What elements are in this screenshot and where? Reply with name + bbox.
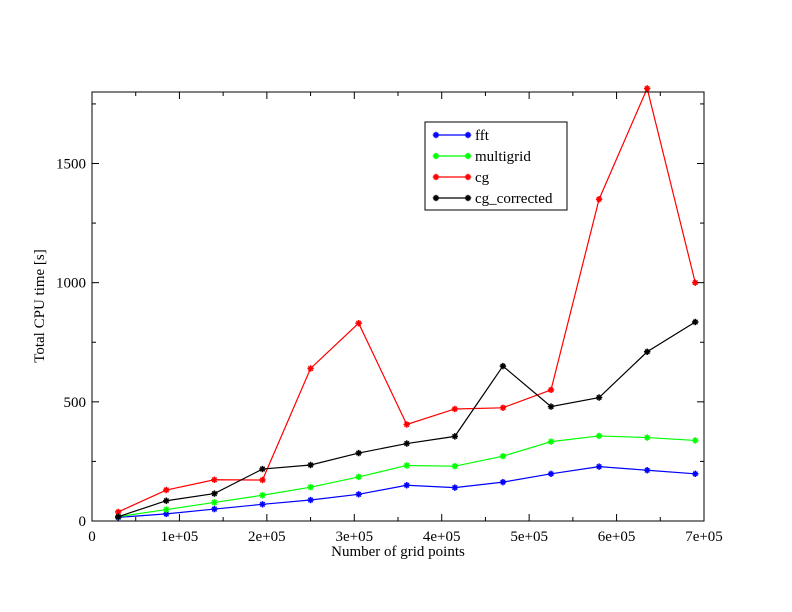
legend-label-cg: cg xyxy=(475,170,490,186)
data-point-fft xyxy=(355,491,362,498)
data-point-cg-corrected xyxy=(451,433,459,440)
series-layer xyxy=(115,85,699,521)
data-point-cg-corrected xyxy=(499,362,507,370)
x-axis-label: Number of grid points xyxy=(331,544,465,560)
data-point-cg xyxy=(451,405,459,413)
legend-marker-fft xyxy=(464,131,472,139)
data-point-cg xyxy=(211,476,218,483)
legend-marker-cg xyxy=(464,173,472,181)
x-tick-label: 0 xyxy=(88,529,96,545)
legend-marker-cg-corrected xyxy=(432,194,440,202)
data-point-multigrid xyxy=(547,438,555,445)
y-tick-label: 1500 xyxy=(56,157,86,173)
data-point-fft xyxy=(307,496,314,504)
legend-marker-cg xyxy=(432,173,440,181)
y-tick-label: 1000 xyxy=(56,276,86,292)
data-point-multigrid xyxy=(307,483,314,491)
data-point-multigrid xyxy=(163,506,170,513)
y-tick-label: 500 xyxy=(64,395,87,411)
data-point-multigrid xyxy=(355,473,362,481)
data-point-multigrid xyxy=(692,437,699,444)
data-point-cg-corrected xyxy=(211,490,218,497)
data-point-multigrid xyxy=(451,462,459,470)
data-point-cg-corrected xyxy=(643,348,651,355)
data-point-cg-corrected xyxy=(307,461,314,469)
data-point-cg xyxy=(163,486,170,494)
data-point-multigrid xyxy=(595,432,603,440)
legend-marker-cg-corrected xyxy=(464,194,472,202)
data-point-cg-corrected xyxy=(115,513,122,520)
data-point-cg xyxy=(355,319,362,327)
data-point-fft xyxy=(403,482,410,489)
data-point-multigrid xyxy=(499,452,507,460)
data-point-multigrid xyxy=(403,462,410,469)
data-point-cg xyxy=(307,365,314,372)
data-point-cg xyxy=(403,421,410,428)
data-point-cg-corrected xyxy=(547,403,555,410)
data-point-fft xyxy=(451,484,459,491)
legend: fft multigrid cg cg_corrected xyxy=(424,121,568,211)
data-point-multigrid xyxy=(211,499,218,506)
data-point-fft xyxy=(692,470,699,478)
x-tick-label: 3e+05 xyxy=(335,529,373,545)
y-axis-label: Total CPU time [s] xyxy=(32,249,48,363)
x-tick-label: 4e+05 xyxy=(423,529,461,545)
legend-marker-multigrid xyxy=(464,152,472,160)
data-point-fft xyxy=(499,478,507,486)
axis-layer: 0 1e+05 2e+05 3e+05 4e+05 5e+05 6e+05 7e+05 0 500… xyxy=(56,92,723,545)
data-point-cg-corrected xyxy=(403,440,410,447)
data-point-fft xyxy=(595,463,603,470)
x-tick-label: 6e+05 xyxy=(598,529,636,545)
data-point-cg xyxy=(259,476,266,484)
legend-label-fft: fft xyxy=(475,128,490,144)
y-tick-label: 0 xyxy=(79,514,87,530)
data-point-cg-corrected xyxy=(595,394,603,401)
legend-items: fft multigrid cg cg_corrected xyxy=(432,128,553,207)
data-point-cg xyxy=(595,196,603,203)
data-point-fft xyxy=(259,501,266,508)
legend-marker-fft xyxy=(432,131,440,139)
data-point-fft xyxy=(211,505,218,513)
data-point-cg-corrected xyxy=(259,465,266,473)
x-tick-label: 5e+05 xyxy=(510,529,548,545)
x-tick-label: 2e+05 xyxy=(248,529,286,545)
x-tick-label: 1e+05 xyxy=(161,529,199,545)
data-point-cg xyxy=(643,85,651,92)
data-point-fft xyxy=(643,467,651,474)
legend-label-multigrid: multigrid xyxy=(475,149,531,165)
legend-marker-multigrid xyxy=(432,152,440,160)
data-point-cg-corrected xyxy=(692,318,699,326)
legend-box xyxy=(424,121,568,211)
data-point-multigrid xyxy=(643,434,651,441)
legend-label-cg-corrected: cg_corrected xyxy=(475,191,553,207)
data-point-cg xyxy=(547,386,555,394)
data-point-fft xyxy=(547,470,555,478)
x-tick-label: 7e+05 xyxy=(685,529,723,545)
data-point-cg xyxy=(499,404,507,411)
data-point-multigrid xyxy=(259,492,266,499)
data-point-cg-corrected xyxy=(355,449,362,457)
data-point-cg xyxy=(692,279,699,286)
data-point-cg-corrected xyxy=(163,497,170,504)
